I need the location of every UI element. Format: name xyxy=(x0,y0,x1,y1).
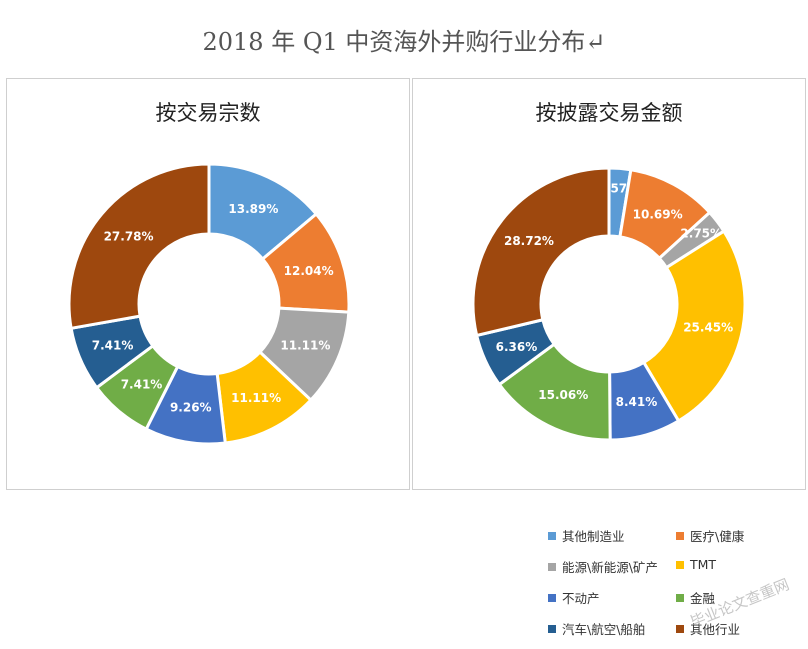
legend-swatch xyxy=(548,593,556,602)
page-title: 2018 年 Q1 中资海外并购行业分布↵ xyxy=(202,28,606,56)
legend-item: 不动产 xyxy=(548,588,600,607)
legend-swatch xyxy=(548,624,556,633)
legend-swatch xyxy=(676,560,684,569)
slice-data-label-8: 28.72% xyxy=(504,234,554,248)
slice-data-label-4: 11.11% xyxy=(231,391,281,405)
slice-data-label-6: 15.06% xyxy=(538,388,588,402)
slice-data-label-1: 13.89% xyxy=(228,202,278,216)
donut-slice-8 xyxy=(67,162,211,331)
slice-data-label-3: 11.11% xyxy=(280,339,330,353)
legend-label: 其他行业 xyxy=(690,622,741,637)
chart-panel-transaction-amount: 按披露交易金额 2.57% 10.69% 2.75% 25.45% 8.41% 15.06… xyxy=(412,78,806,490)
legend-label: 汽车\航空\船舶 xyxy=(562,622,646,637)
legend-label: 医疗\健康 xyxy=(690,529,745,544)
slice-data-label-5: 9.26% xyxy=(170,400,212,414)
legend-label: TMT xyxy=(690,557,717,572)
donut-slice-4 xyxy=(641,229,747,423)
legend-label: 不动产 xyxy=(562,591,600,606)
slice-data-label-2: 12.04% xyxy=(284,264,334,278)
legend-swatch xyxy=(548,562,556,571)
donut-chart-transaction-count: 13.89% 12.04% 11.11% 11.11% 9.26% 7.41% 7.41% 2… xyxy=(67,162,351,446)
slice-data-label-2: 10.69% xyxy=(633,207,683,221)
donut-chart-transaction-amount: 2.57%10.69%2.75%25.45%8.41%15.06%6.36%28… xyxy=(471,166,747,442)
legend-swatch xyxy=(676,593,684,602)
legend-item: 医疗\健康 xyxy=(676,526,744,545)
chart-panel-transaction-count: 按交易宗数 13.89% 12.04% 11.11% 11.11% 9.26% 7.41%… xyxy=(6,78,410,490)
chart-title-transaction-amount: 按披露交易金额 xyxy=(535,101,683,125)
donut-slice-8 xyxy=(471,166,611,338)
legend-item: TMT xyxy=(676,557,716,572)
legend-label: 能源\新能源\矿产 xyxy=(562,560,658,575)
legend-label: 金融 xyxy=(690,591,716,606)
legend-item: 汽车\航空\船舶 xyxy=(548,619,645,638)
slice-data-label-6: 7.41% xyxy=(121,377,163,391)
watermark-stamp: 毕业论文查重网 xyxy=(688,575,792,630)
legend-swatch xyxy=(548,531,556,540)
chart-title-transaction-count: 按交易宗数 xyxy=(155,101,261,125)
legend-swatch xyxy=(676,624,684,633)
slice-data-label-5: 8.41% xyxy=(616,395,658,409)
legend-item: 其他制造业 xyxy=(548,526,625,545)
slice-data-label-7: 6.36% xyxy=(496,340,538,354)
legend-item: 金融 xyxy=(676,588,715,607)
legend-item: 其他行业 xyxy=(676,619,740,638)
legend-label: 其他制造业 xyxy=(562,529,625,544)
slice-data-label-4: 25.45% xyxy=(683,321,733,335)
legend-swatch xyxy=(676,531,684,540)
slice-data-label-7: 7.41% xyxy=(92,339,134,353)
slice-data-label-8: 27.78% xyxy=(104,230,154,244)
watermark-text: 毕业论文查重网 xyxy=(688,575,792,630)
legend-item: 能源\新能源\矿产 xyxy=(548,557,658,576)
